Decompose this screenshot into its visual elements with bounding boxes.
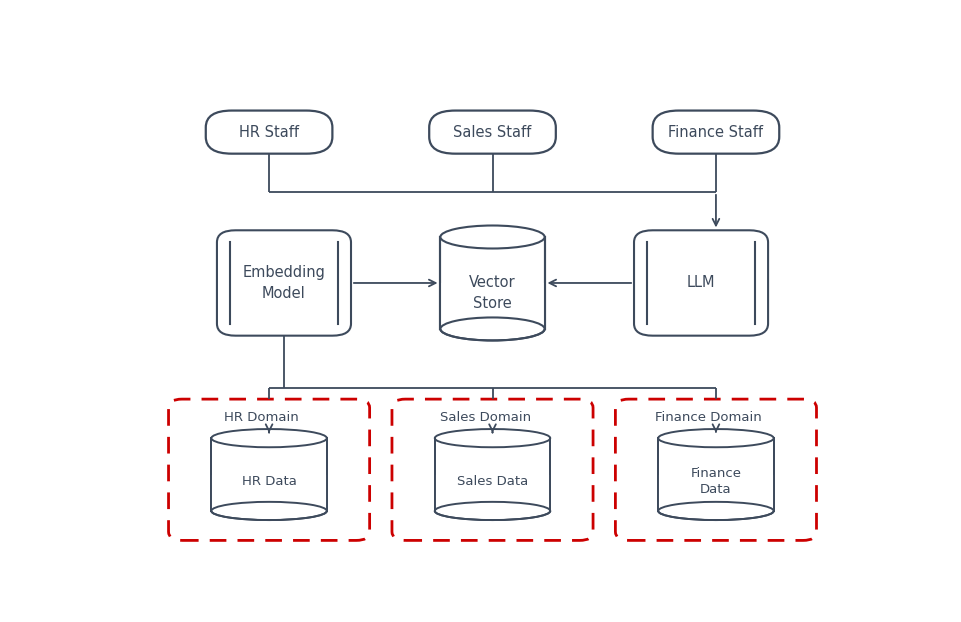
Ellipse shape [658, 429, 774, 447]
Bar [434, 438, 551, 511]
FancyBboxPatch shape [392, 399, 593, 541]
Text: Sales Domain: Sales Domain [439, 411, 530, 424]
Ellipse shape [658, 502, 774, 520]
Bar [440, 283, 545, 329]
Ellipse shape [440, 226, 545, 249]
Text: LLM: LLM [687, 276, 715, 290]
FancyBboxPatch shape [206, 111, 333, 154]
Ellipse shape [434, 429, 551, 447]
Text: Finance Staff: Finance Staff [669, 124, 763, 139]
Bar [211, 438, 327, 511]
FancyBboxPatch shape [653, 111, 779, 154]
Bar [440, 237, 545, 329]
Text: Finance Domain: Finance Domain [655, 411, 762, 424]
Ellipse shape [440, 317, 545, 340]
Ellipse shape [434, 502, 551, 520]
Ellipse shape [211, 502, 327, 520]
FancyBboxPatch shape [430, 111, 555, 154]
Text: Sales Data: Sales Data [456, 475, 529, 488]
Text: Finance
Data: Finance Data [690, 467, 742, 496]
Text: Embedding
Model: Embedding Model [242, 265, 326, 301]
Text: Vector
Store: Vector Store [469, 274, 516, 310]
Bar [658, 475, 774, 511]
Text: HR Data: HR Data [241, 475, 297, 488]
FancyBboxPatch shape [217, 230, 351, 336]
Text: HR Staff: HR Staff [239, 124, 299, 139]
FancyBboxPatch shape [168, 399, 370, 541]
Bar [211, 475, 327, 511]
Ellipse shape [211, 429, 327, 447]
Bar [658, 438, 774, 511]
Bar [434, 475, 551, 511]
Text: HR Domain: HR Domain [224, 411, 299, 424]
FancyBboxPatch shape [634, 230, 768, 336]
Text: Sales Staff: Sales Staff [454, 124, 531, 139]
FancyBboxPatch shape [615, 399, 817, 541]
